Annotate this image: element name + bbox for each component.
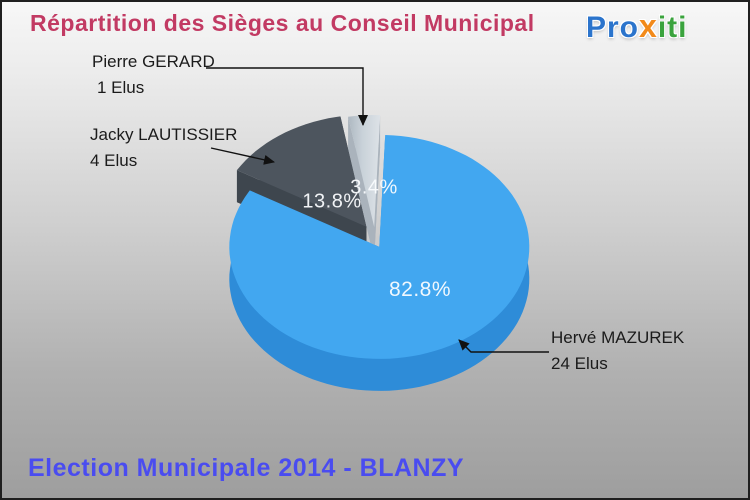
pie-slice-top-1	[236, 116, 367, 227]
percent-label-mazurek: 82.8%	[388, 278, 452, 301]
candidate-name: Hervé MAZUREK	[551, 328, 685, 347]
candidate-seats: 24 Elus	[551, 354, 608, 373]
proxiti-logo[interactable]: Proxiti	[586, 8, 687, 45]
callout-arrows	[206, 67, 549, 353]
percent-label-lautissier: 13.8%	[302, 190, 362, 213]
callout-pierre-gerard: Pierre GERARD 1 Elus	[92, 53, 215, 96]
arrow-jacky-lautissier	[210, 147, 275, 165]
pie-slice-top-0	[229, 135, 530, 359]
arrow-pierre-gerard	[206, 67, 368, 126]
pie-slice-wall-2	[348, 116, 375, 259]
candidate-name: Jacky LAUTISSIER	[90, 125, 238, 144]
percent-label-gerard: 3.4%	[350, 176, 398, 199]
pie-slices	[229, 115, 530, 391]
callout-herve-mazurek: Hervé MAZUREK 24 Elus	[551, 329, 684, 372]
election-subtitle: Election Municipale 2014 - BLANZY	[28, 454, 465, 482]
page-title: Répartition des Sièges au Conseil Munici…	[30, 10, 535, 36]
pie-slice-wall-2	[374, 115, 381, 259]
candidate-seats: 1 Elus	[97, 78, 145, 97]
logo-text-pro: Pro	[586, 11, 640, 44]
callout-jacky-lautissier: Jacky LAUTISSIER 4 Elus	[90, 126, 237, 169]
candidate-name: Pierre GERARD	[92, 52, 215, 71]
pie-slice-top-2	[348, 115, 381, 227]
logo-text-iti: iti	[657, 11, 688, 44]
candidate-seats: 4 Elus	[90, 151, 138, 170]
arrow-herve-mazurek	[458, 339, 549, 353]
logo-x-icon: x	[639, 8, 658, 44]
